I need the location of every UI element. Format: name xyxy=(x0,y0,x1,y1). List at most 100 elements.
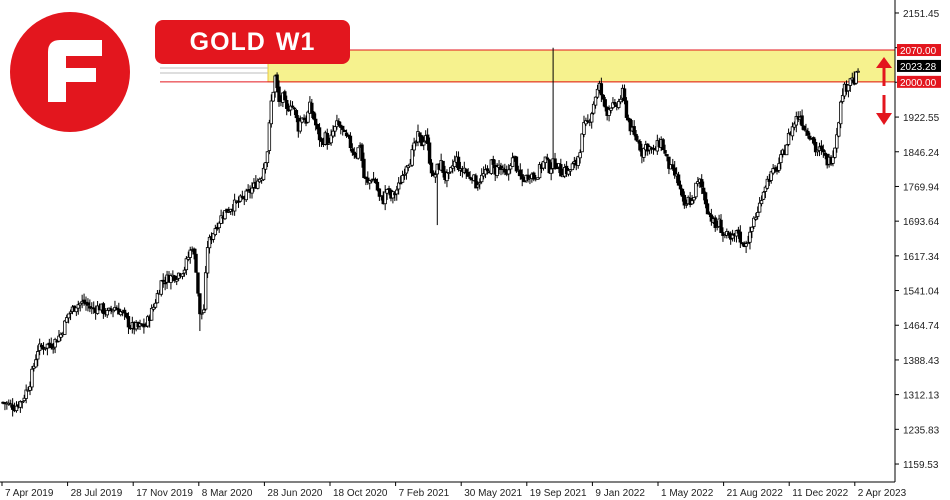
candle-body xyxy=(188,249,192,258)
candle-body xyxy=(198,293,202,315)
candle-body xyxy=(757,202,762,213)
candle-body xyxy=(14,405,19,412)
candle-body xyxy=(856,70,860,73)
candle-body xyxy=(49,343,53,349)
candle-body xyxy=(126,316,131,328)
candle-body xyxy=(566,170,571,175)
symbol-badge: GOLD W1 xyxy=(155,20,350,64)
candle-body xyxy=(24,389,28,399)
candle-body xyxy=(211,233,216,240)
candle-body xyxy=(694,182,698,198)
candle-body xyxy=(344,132,349,137)
candle-body xyxy=(153,302,158,308)
candle-body xyxy=(263,162,268,170)
candle-body xyxy=(584,120,588,125)
candle-body xyxy=(593,96,598,106)
candle-body xyxy=(701,187,706,194)
candle-body xyxy=(396,182,401,190)
candle-body xyxy=(306,111,310,123)
candle-body xyxy=(53,339,57,348)
y-tick-label: 1617.34 xyxy=(903,252,940,263)
candle-body xyxy=(63,320,67,335)
candle-body xyxy=(748,231,752,243)
candle-body xyxy=(285,100,289,109)
y-tick-label: 1769.94 xyxy=(903,182,940,193)
candle-body xyxy=(576,156,580,166)
candle-body xyxy=(483,169,488,175)
candle-body xyxy=(765,178,770,189)
candle-body xyxy=(715,226,719,228)
y-tick-label: 1541.04 xyxy=(903,287,940,298)
candle-body xyxy=(350,148,355,153)
x-tick-label: 7 Apr 2019 xyxy=(5,488,54,499)
candle-body xyxy=(761,191,766,200)
candle-body xyxy=(481,173,486,177)
candle-body xyxy=(92,307,96,310)
candle-body xyxy=(261,167,266,181)
y-tick-label: 1846.24 xyxy=(903,148,940,159)
candle-body xyxy=(800,115,804,127)
candle-body xyxy=(227,210,231,213)
candle-body xyxy=(846,84,851,92)
candle-body xyxy=(736,229,741,234)
candle-body xyxy=(196,272,200,294)
candle-body xyxy=(815,149,820,153)
candle-body xyxy=(315,124,320,130)
candle-body xyxy=(503,169,507,173)
symbol-name: GOLD xyxy=(189,28,266,56)
candle-body xyxy=(835,134,839,149)
candle-body xyxy=(618,98,623,103)
candle-body xyxy=(325,132,329,145)
candle-body xyxy=(205,247,210,274)
candle-body xyxy=(671,164,675,169)
candle-body xyxy=(200,312,204,315)
candle-body xyxy=(159,280,163,295)
price-label-current-bg xyxy=(897,59,941,72)
candle-body xyxy=(238,195,243,202)
candle-body xyxy=(837,122,841,137)
candle-body xyxy=(422,141,426,146)
x-tick-label: 21 Aug 2022 xyxy=(727,488,784,499)
candle-body xyxy=(313,118,318,126)
candle-body xyxy=(377,188,382,197)
candle-body xyxy=(746,242,750,245)
candle-body xyxy=(385,189,389,194)
candle-body xyxy=(578,152,582,159)
candle-body xyxy=(590,113,594,123)
candle-body xyxy=(76,304,80,309)
candle-body xyxy=(375,181,380,191)
candle-body xyxy=(265,151,270,164)
candle-body xyxy=(20,401,25,404)
candle-body xyxy=(283,91,287,101)
candle-body xyxy=(101,303,106,314)
candle-body xyxy=(474,175,478,189)
candle-body xyxy=(86,302,90,306)
candle-body xyxy=(636,140,640,142)
candle-body xyxy=(151,306,156,310)
candle-body xyxy=(705,203,710,215)
candle-body xyxy=(217,222,221,229)
candle-body xyxy=(369,179,374,182)
candle-body xyxy=(155,293,160,304)
candle-body xyxy=(398,182,403,185)
candle-body xyxy=(250,187,254,194)
candle-body xyxy=(632,126,636,135)
candle-body xyxy=(532,172,536,180)
candle-body xyxy=(146,316,150,327)
candle-body xyxy=(730,234,735,239)
candle-body xyxy=(673,167,677,176)
candle-body xyxy=(360,144,364,161)
candle-body xyxy=(769,171,773,181)
y-tick-label: 1235.83 xyxy=(903,425,940,436)
candle-body xyxy=(119,311,123,316)
candle-body xyxy=(433,174,438,178)
candle-body xyxy=(269,100,273,125)
candle-body xyxy=(445,172,449,182)
candle-body xyxy=(510,157,515,167)
x-tick-label: 11 Dec 2022 xyxy=(792,488,848,499)
candle-body xyxy=(790,126,795,137)
candle-body xyxy=(271,91,275,102)
x-tick-label: 28 Jun 2020 xyxy=(267,488,322,499)
candle-body xyxy=(223,210,227,220)
candle-body xyxy=(613,101,617,105)
